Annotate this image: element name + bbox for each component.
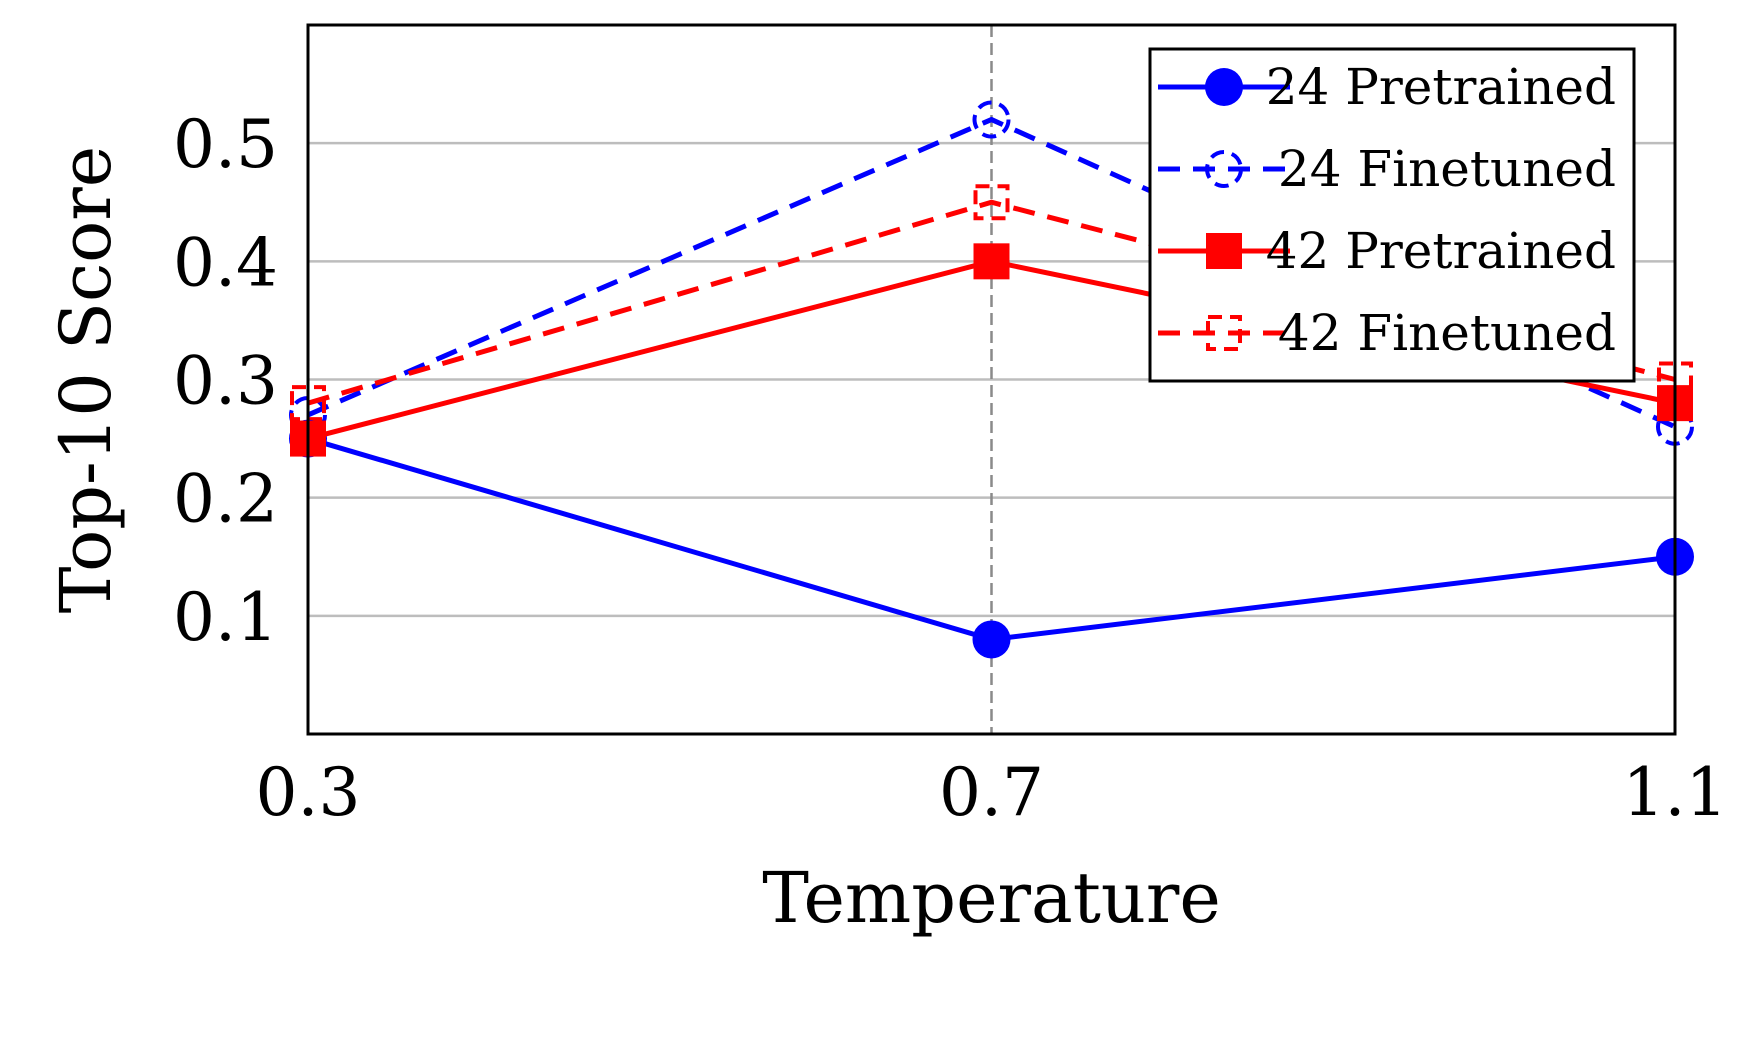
- legend-label: 42 Finetuned: [1278, 304, 1616, 362]
- y-axis-title: Top-10 Score: [45, 146, 127, 613]
- legend-marker: [1206, 233, 1242, 269]
- x-tick-label: 1.1: [1623, 754, 1728, 831]
- legend-label: 24 Finetuned: [1278, 140, 1616, 198]
- y-tick-label: 0.3: [173, 343, 278, 420]
- data-point: [972, 100, 1011, 139]
- legend-marker: [1206, 315, 1242, 351]
- x-axis-title: Temperature: [762, 857, 1221, 939]
- data-point: [972, 620, 1011, 659]
- legend-entry: 42 Finetuned: [1158, 304, 1616, 362]
- x-tick-label: 0.7: [939, 754, 1044, 831]
- x-tick-label: 0.3: [256, 754, 361, 831]
- legend-label: 24 Pretrained: [1266, 58, 1616, 116]
- legend-marker: [1205, 150, 1243, 188]
- legend: 24 Pretrained 24 Finetuned 42 Pretrained 42…: [1148, 47, 1636, 383]
- tick-labels: 0.1 0.2 0.3 0.4 0.5 0.3 0.7 1.1: [173, 106, 1727, 831]
- legend-entry: 24 Finetuned: [1158, 140, 1616, 198]
- y-tick-label: 0.2: [173, 461, 278, 538]
- legend-entry: 42 Pretrained: [1158, 222, 1616, 280]
- plot-frame: [306, 23, 1677, 736]
- y-tick-label: 0.5: [173, 106, 278, 183]
- data-point: [973, 184, 1010, 221]
- legend-entry: 24 Pretrained: [1158, 58, 1616, 116]
- series-line: [307, 199, 1676, 406]
- legend-label: 42 Pretrained: [1266, 222, 1616, 280]
- data-point: [973, 243, 1010, 280]
- y-tick-label: 0.1: [173, 579, 278, 656]
- legend-marker: [1205, 68, 1243, 106]
- y-tick-label: 0.4: [173, 224, 278, 301]
